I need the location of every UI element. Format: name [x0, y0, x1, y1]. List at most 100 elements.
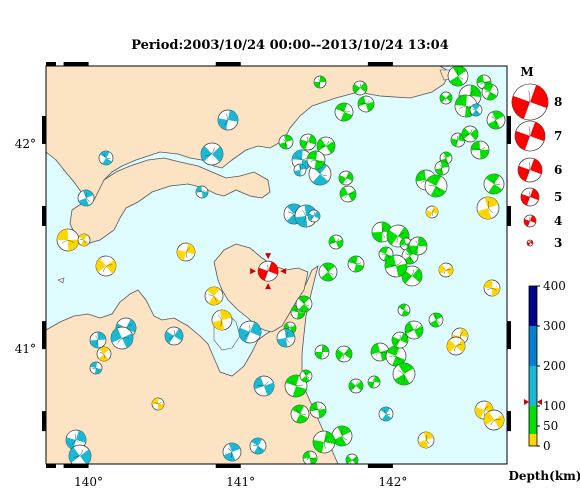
focal-mechanism [98, 150, 114, 166]
focal-mechanism [328, 234, 344, 250]
focal-mechanism [447, 66, 469, 87]
focal-mechanism [316, 136, 336, 156]
focal-mechanism [428, 312, 444, 328]
magnitude-legend-ball [526, 239, 534, 247]
magnitude-legend-title: M [520, 65, 533, 79]
focal-mechanism [425, 205, 439, 219]
lat-tick-label: 42° [15, 137, 36, 151]
map-area [46, 66, 507, 464]
focal-mechanism [276, 328, 296, 348]
focal-mechanism [295, 295, 313, 313]
depth-legend-title: Depth(km) [508, 469, 580, 483]
depth-marker-right [537, 399, 542, 405]
focal-mechanism [417, 431, 435, 449]
focal-mechanism [438, 262, 454, 278]
focal-mechanism [439, 91, 453, 105]
focal-mechanism [299, 133, 317, 151]
focal-mechanism [424, 174, 448, 198]
depth-color-band [529, 326, 537, 366]
focal-mechanism [77, 189, 95, 207]
mainshock-marker-triangle [265, 253, 272, 260]
frame-band [215, 62, 241, 66]
focal-mechanism [200, 142, 224, 166]
frame-band [63, 62, 89, 66]
focal-mechanism [176, 242, 196, 262]
focal-mechanism [204, 286, 224, 306]
magnitude-legend: M 8 7 6 5 4 3 [511, 65, 562, 250]
lon-tick-label: 141° [226, 475, 255, 489]
depth-tick-label: 50 [543, 419, 558, 433]
magnitude-legend-ball [511, 83, 549, 121]
focal-mechanism [293, 163, 307, 177]
focal-mechanism [352, 80, 368, 96]
frame-band [42, 411, 46, 432]
magnitude-legend-label: 4 [554, 214, 562, 228]
focal-mechanism [238, 320, 262, 344]
depth-tick-label: 0 [543, 439, 551, 453]
frame-ticks [42, 62, 511, 468]
frame-band [367, 62, 393, 66]
axis-labels: 42° 41° 140° 141° 142° [15, 137, 408, 489]
focal-mechanism [253, 375, 275, 397]
focal-mechanism [348, 378, 364, 394]
focal-mechanism [392, 362, 416, 386]
focal-mechanism [278, 134, 294, 150]
mainshock-mechanism [257, 260, 279, 282]
focal-mechanism [318, 262, 338, 282]
lon-tick-label: 142° [378, 475, 407, 489]
depth-color-band [529, 406, 537, 434]
frame-band [42, 115, 46, 144]
focal-mechanism [306, 150, 326, 170]
focal-mechanism [195, 185, 209, 199]
focal-mechanism [314, 344, 330, 360]
focal-mechanism [211, 309, 233, 331]
depth-color-band [529, 434, 537, 446]
focal-mechanism [347, 255, 365, 273]
focal-mechanism [450, 132, 466, 148]
focal-mechanism [110, 326, 134, 350]
magnitude-legend-label: 8 [554, 95, 562, 109]
focal-mechanism [384, 254, 408, 278]
focal-mechanism [309, 401, 327, 419]
frame-band [507, 205, 511, 226]
focal-mechanism [397, 303, 411, 317]
mainshock-marker-triangle [250, 268, 257, 275]
focal-mechanism [391, 331, 409, 349]
focal-mechanism [408, 236, 428, 256]
magnitude-legend-ball [517, 157, 543, 183]
focal-mechanism [331, 425, 353, 447]
lat-tick-label: 41° [15, 342, 36, 356]
depth-color-band [529, 366, 537, 406]
honshu-land [46, 265, 339, 464]
focal-mechanism [476, 196, 500, 220]
magnitude-legend-ball [520, 187, 540, 207]
focal-mechanism [313, 75, 327, 89]
focal-mechanism [335, 345, 353, 363]
focal-mechanism [95, 255, 117, 277]
focal-mechanism [96, 346, 112, 362]
focal-mechanism [222, 442, 242, 462]
focal-mechanism [164, 326, 184, 346]
focal-mechanism [284, 374, 308, 398]
focal-mechanism [217, 109, 239, 131]
frame-band [42, 205, 46, 226]
focal-mechanism [302, 450, 318, 464]
magnitude-legend-label: 3 [554, 236, 562, 250]
focal-mechanism [378, 406, 394, 422]
depth-color-band [529, 286, 537, 326]
focal-mechanism [338, 170, 354, 186]
focal-mechanism [89, 361, 103, 375]
frame-band [46, 464, 56, 468]
focal-mechanism [483, 279, 501, 297]
frame-band [42, 321, 46, 350]
focal-mechanism [404, 320, 424, 340]
focal-mechanism [68, 444, 92, 464]
focal-mechanism [470, 140, 490, 160]
magnitude-legend-label: 7 [554, 129, 562, 143]
frame-band [507, 411, 511, 432]
focal-mechanism [481, 83, 499, 101]
focal-mechanism [299, 369, 313, 383]
focal-mechanism [469, 103, 483, 117]
mainshock-marker-triangle [265, 283, 272, 290]
